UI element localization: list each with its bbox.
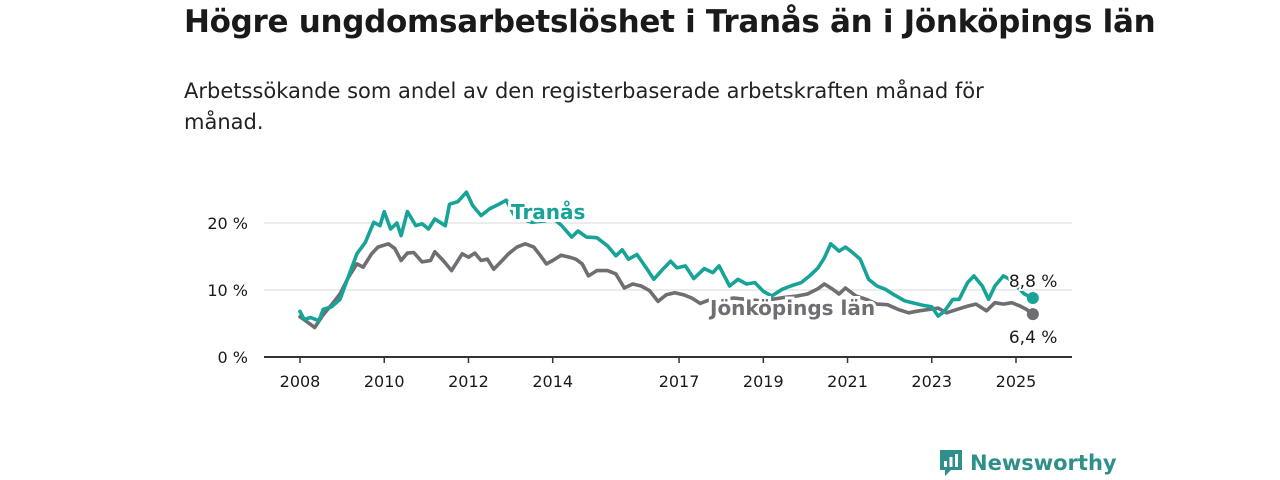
series-end-dot-jonkopings-lan [1026,308,1039,321]
y-tick-label: 20 % [207,214,248,233]
x-tick-label: 2017 [659,372,700,391]
series-line-jonkopings-lan [298,242,1035,330]
series-end-dot-tranas [1026,292,1039,305]
x-tick-label: 2019 [743,372,784,391]
series-label-tranas: Tranås [511,200,585,224]
chart-subtitle: Arbetssökande som andel av den registerb… [184,79,984,134]
series-line-tranas [298,190,1035,323]
end-label-jonkopings-lan: 6,4 % [1009,328,1058,348]
x-tick-label: 2012 [448,372,489,391]
y-tick-label: 0 % [218,348,248,367]
y-tick-label: 10 % [207,281,248,300]
x-tick-label: 2008 [280,372,321,391]
series-label-jonkopings-lan: Jönköpings län [708,296,875,320]
newsworthy-logo-icon [940,450,962,476]
x-tick-label: 2023 [911,372,952,391]
end-label-tranas: 8,8 % [1009,272,1058,292]
x-tick-label: 2010 [364,372,405,391]
x-tick-label: 2014 [532,372,573,391]
brand-name: Newsworthy [970,451,1117,475]
brand: Newsworthy [938,448,1117,478]
x-tick-label: 2021 [827,372,868,391]
x-tick-label: 2025 [996,372,1037,391]
chart-title: Högre ungdomsarbetslöshet i Tranås än i … [184,4,1156,40]
